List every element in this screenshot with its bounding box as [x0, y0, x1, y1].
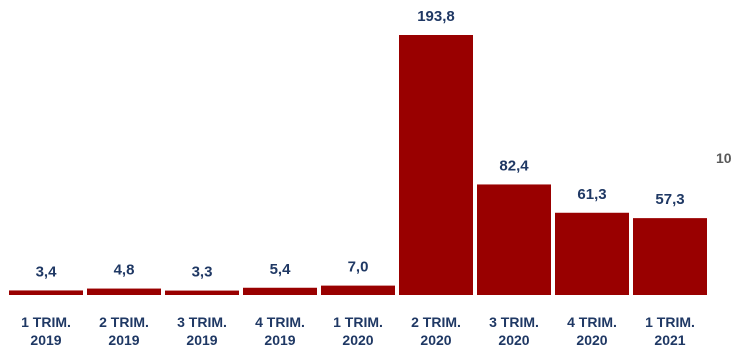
page-number: 10	[716, 150, 732, 166]
x-tick-label-9: 1 TRIM. 2021	[645, 314, 695, 348]
bar-value-label-9: 57,3	[655, 191, 684, 208]
bar-2	[87, 288, 161, 295]
bar-8	[555, 212, 629, 295]
bar-1	[9, 290, 83, 295]
bar-value-label-5: 7,0	[348, 259, 369, 276]
x-tick-label-5: 1 TRIM. 2020	[333, 314, 383, 348]
bar-value-label-3: 3,3	[192, 264, 213, 281]
bar-value-label-1: 3,4	[36, 263, 58, 280]
x-tick-label-4: 4 TRIM. 2019	[255, 314, 305, 348]
bar-value-label-8: 61,3	[577, 186, 606, 203]
bar-5	[321, 285, 395, 295]
bar-value-label-4: 5,4	[270, 261, 292, 278]
bar-value-label-6: 193,8	[417, 8, 455, 25]
value-labels-group: 3,4 4,8 3,3 5,4 7,0 193,8 82,4 61,3 57,3	[36, 8, 685, 281]
bar-6	[399, 35, 473, 295]
x-tick-label-1: 1 TRIM. 2019	[21, 314, 71, 348]
x-tick-label-7: 3 TRIM. 2020	[489, 314, 539, 348]
bar-7	[477, 184, 551, 295]
x-tick-label-6: 2 TRIM. 2020	[411, 314, 461, 348]
x-tick-label-3: 3 TRIM. 2019	[177, 314, 227, 348]
bar-9	[633, 218, 707, 295]
x-tick-label-8: 4 TRIM. 2020	[567, 314, 617, 348]
x-axis-tick-labels: 1 TRIM. 2019 2 TRIM. 2019 3 TRIM. 2019 4 TRIM.…	[21, 314, 695, 348]
x-tick-label-2: 2 TRIM. 2019	[99, 314, 149, 348]
bars-group	[9, 35, 707, 295]
bar-value-label-7: 82,4	[499, 157, 529, 174]
bar-value-label-2: 4,8	[114, 262, 135, 279]
bar-3	[165, 290, 239, 295]
bar-4	[243, 287, 317, 295]
